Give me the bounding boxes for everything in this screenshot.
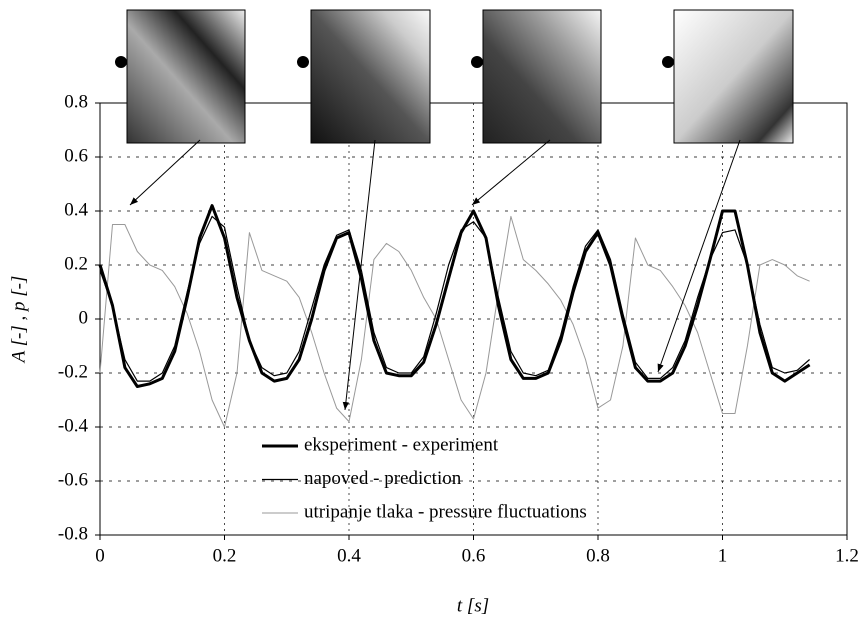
x-tick-label: 0.6 [462, 545, 486, 566]
thumbnail [126, 9, 246, 144]
legend-label: napoved - prediction [304, 468, 462, 489]
x-axis-title: t [s] [457, 595, 489, 616]
series-line [98, 204, 811, 388]
x-tick-label: 1 [718, 545, 728, 566]
y-tick-label: -0.8 [58, 523, 88, 544]
thumbnail [310, 9, 431, 144]
y-tick-label: -0.4 [58, 415, 89, 436]
plot-area: -0.8 -0.6 -0.4 -0.2 0 0.2 0.4 0.6 0.8 0 0.2 0.4 0.6 0… [58, 91, 859, 566]
arrow [471, 139, 551, 206]
legend-label: eksperiment - experiment [304, 434, 499, 455]
legend-label: utripanje tlaka - pressure fluctuations [304, 501, 587, 522]
x-tick-label: 0.8 [586, 545, 610, 566]
thumbnail [673, 9, 794, 144]
dot [115, 56, 127, 68]
y-tick-label: 0.2 [64, 253, 88, 274]
y-tick-label: -0.6 [58, 469, 88, 490]
dot [471, 56, 483, 68]
arrow [657, 139, 741, 373]
x-tick-label: 1.2 [835, 545, 859, 566]
x-tick-label: 0 [95, 545, 105, 566]
y-tick-label: 0.4 [64, 199, 88, 220]
thumbnail [482, 9, 602, 144]
y-tick-label: 0 [79, 307, 89, 328]
arrow [129, 139, 201, 206]
y-axis-title: A [-] , p [-] [8, 276, 29, 365]
y-tick-label: 0.6 [64, 145, 88, 166]
arrows [129, 139, 741, 411]
plot-frame [99, 102, 848, 536]
y-tick-label: 0.8 [64, 91, 88, 112]
x-tick-label: 0.2 [213, 545, 237, 566]
arrow [342, 139, 376, 411]
series-line [99, 215, 810, 382]
dot [662, 56, 674, 68]
y-tick-label: -0.2 [58, 361, 88, 382]
x-tick-label: 0.4 [337, 545, 361, 566]
dot [297, 56, 309, 68]
thumbnails [115, 9, 794, 144]
